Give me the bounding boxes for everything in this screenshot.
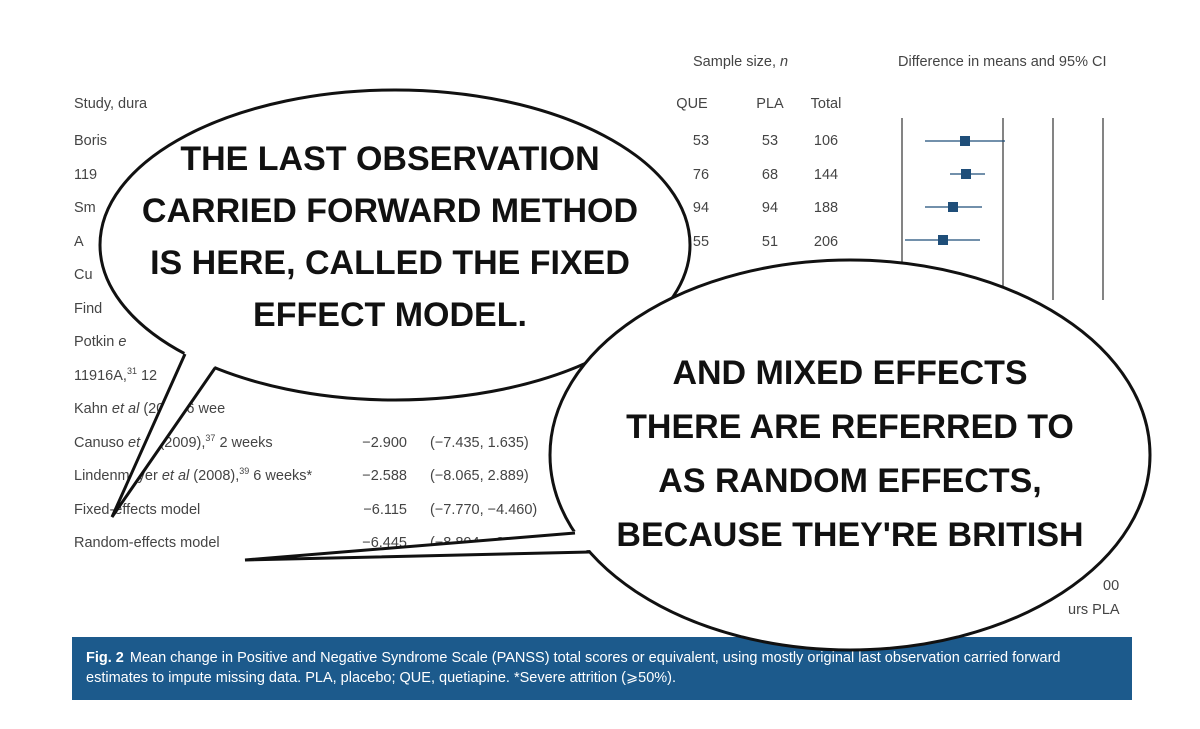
text-part: et al (161, 468, 190, 484)
text-part: 12 (136, 367, 158, 384)
study-name: Sm (74, 199, 96, 217)
caption-label: Fig. 2 (86, 650, 124, 666)
text-part: 6 wee (182, 401, 226, 417)
sample-total: 144 (813, 166, 839, 183)
estimate-marker (938, 235, 948, 245)
text-part: A (74, 233, 84, 250)
study-name: Cu (74, 266, 93, 284)
confidence-interval: (−7.770, −4.460) (430, 501, 538, 518)
text-part: Kahn (74, 401, 112, 417)
text-part: n (780, 54, 789, 70)
bubble-body (548, 258, 1152, 652)
study-name: Boris (74, 132, 107, 150)
confidence-interval: (−7.435, 1.635) (430, 434, 529, 451)
text-part: Find (74, 300, 103, 317)
study-name: A (74, 233, 84, 251)
sample-pla: 68 (761, 166, 779, 183)
study-name: Fixed-effects model (74, 501, 200, 519)
bubble-line: BECAUSE THEY'RE BRITISH (616, 516, 1083, 554)
axis-label: 00 (1103, 578, 1120, 594)
bubble-line: EFFECT MODEL. (253, 296, 527, 334)
bubble-line: THERE ARE REFERRED TO (626, 408, 1074, 446)
sample-que: 94 (692, 200, 710, 216)
bubble-line: IS HERE, CALLED THE FIXED (150, 244, 630, 282)
study-name: 119 (74, 166, 97, 184)
axis-label: urs PLA (1068, 602, 1120, 618)
sample-total: 206 (813, 233, 839, 250)
study-name: Random-effects model (74, 534, 220, 552)
sample-total: 106 (813, 133, 839, 149)
estimate: −6.115 (363, 501, 407, 518)
text-part: 6 weeks* (249, 468, 313, 484)
text-part: Canuso (74, 434, 129, 451)
column-header: Total (810, 96, 842, 112)
text-part: Random-effects model (74, 535, 220, 551)
text-part: Potkin (74, 334, 119, 350)
text-part: 31 (126, 365, 137, 376)
estimate-marker (961, 169, 971, 179)
text-part: 39 (239, 466, 250, 477)
text-part: Fixed-effects model (74, 501, 201, 518)
caption: Fig. 2 Mean change in Positive and Negati… (72, 637, 1132, 700)
sample-que: 53 (692, 133, 710, 149)
column-header: QUE (676, 96, 708, 112)
text-part: (2009), (155, 434, 206, 451)
bubble-texts: THE LAST OBSERVATION CARRIED FORWARD METH… (142, 140, 1084, 554)
bubble-line: AND MIXED EFFECTS (672, 354, 1027, 392)
sample-que: 76 (692, 166, 710, 183)
bubble-tail (110, 353, 217, 518)
bubble-body (98, 88, 692, 402)
bubble-line: THE LAST OBSERVATION (180, 140, 599, 178)
study-name: Potkin e (74, 333, 126, 351)
estimate: −2.900 (362, 434, 407, 451)
text-part: 11916A, (74, 367, 127, 384)
sample-pla: 53 (761, 133, 779, 149)
text-part: Sm (74, 200, 96, 216)
column-header: Study, dura (74, 96, 148, 112)
text-part: 2 weeks (215, 434, 273, 451)
sample-que: 55 (692, 233, 710, 250)
text-part: 37 (205, 432, 216, 443)
text-part: 119 (74, 166, 98, 183)
study-name: 11916A,31 12 (74, 365, 158, 385)
column-header: PLA (756, 96, 784, 112)
text-part: Boris (74, 133, 108, 149)
sample-size-header: Sample size, n (693, 53, 788, 71)
estimate: −2.588 (362, 468, 407, 484)
bubble-2 (244, 258, 1152, 652)
confidence-interval: (−8.065, 2.889) (430, 468, 529, 484)
estimate-marker (948, 202, 958, 212)
sample-pla: 51 (761, 233, 779, 250)
text-part: Cu (74, 267, 93, 283)
bubble-1 (98, 88, 692, 518)
bubble-tail (244, 531, 591, 562)
bubble-line: CARRIED FORWARD METHOD (142, 192, 638, 230)
sample-total: 188 (813, 200, 839, 216)
caption-text: Mean change in Positive and Negative Syn… (86, 650, 1061, 686)
estimate-marker (960, 136, 970, 146)
text-part: e (118, 334, 127, 350)
bubble-tail-fill (112, 352, 215, 517)
text-part: (2008), (189, 468, 240, 484)
text-part: et al (111, 401, 140, 417)
text-part: Sample size, (693, 54, 781, 70)
sample-pla: 94 (761, 200, 779, 216)
difference-header: Difference in means and 95% CI (898, 54, 1107, 70)
study-name: Canuso et al (2009),37 2 weeks (74, 432, 273, 452)
study-name: Find (74, 300, 102, 318)
bubble-line: AS RANDOM EFFECTS, (658, 462, 1041, 500)
